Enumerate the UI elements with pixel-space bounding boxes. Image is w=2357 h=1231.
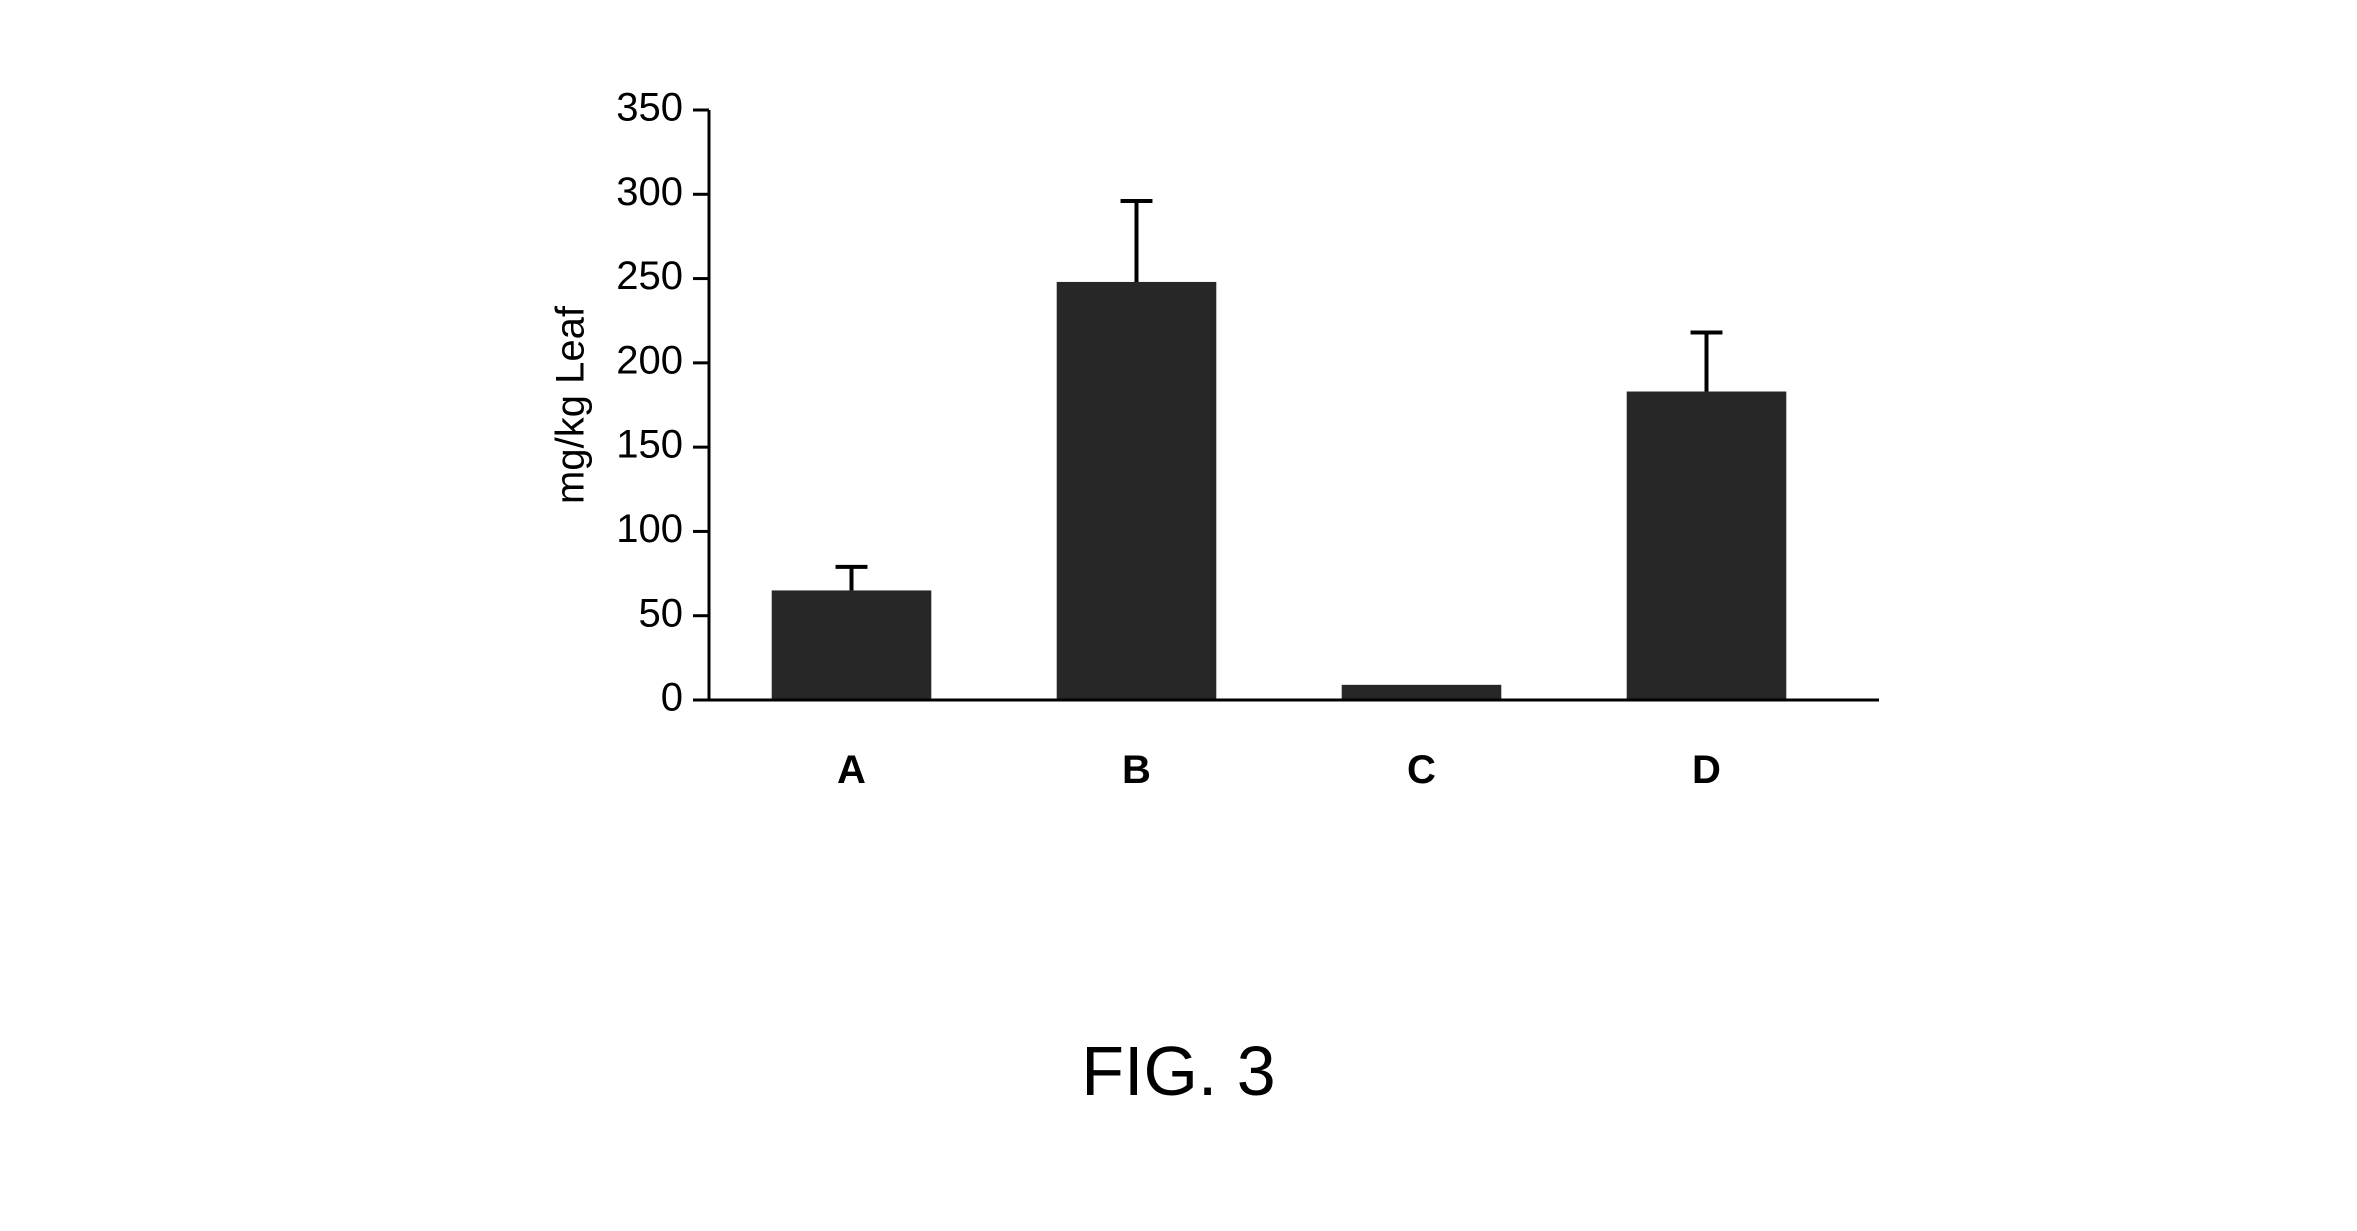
x-tick-label: C — [1407, 748, 1436, 792]
x-tick-label: A — [837, 748, 866, 792]
bar-B — [1056, 282, 1216, 700]
y-tick-label: 100 — [616, 507, 683, 551]
bar-A — [771, 590, 931, 700]
y-tick-label: 150 — [616, 423, 683, 467]
y-tick-label: 350 — [616, 86, 683, 130]
y-tick-label: 50 — [638, 591, 683, 635]
bar-D — [1626, 392, 1786, 700]
bar-C — [1341, 685, 1501, 700]
y-tick-label: 200 — [616, 338, 683, 382]
y-tick-label: 300 — [616, 170, 683, 214]
bar-chart: 0 50 100 150 200 250 300 350 A B C Dmg/kg Leaf — [479, 80, 1879, 815]
y-tick-label: 0 — [660, 676, 682, 720]
figure-caption: FIG. 3 — [1081, 1031, 1275, 1111]
x-tick-label: B — [1122, 748, 1151, 792]
x-tick-label: D — [1692, 748, 1721, 792]
y-axis-label: mg/kg Leaf — [548, 305, 592, 504]
y-tick-label: 250 — [616, 254, 683, 298]
